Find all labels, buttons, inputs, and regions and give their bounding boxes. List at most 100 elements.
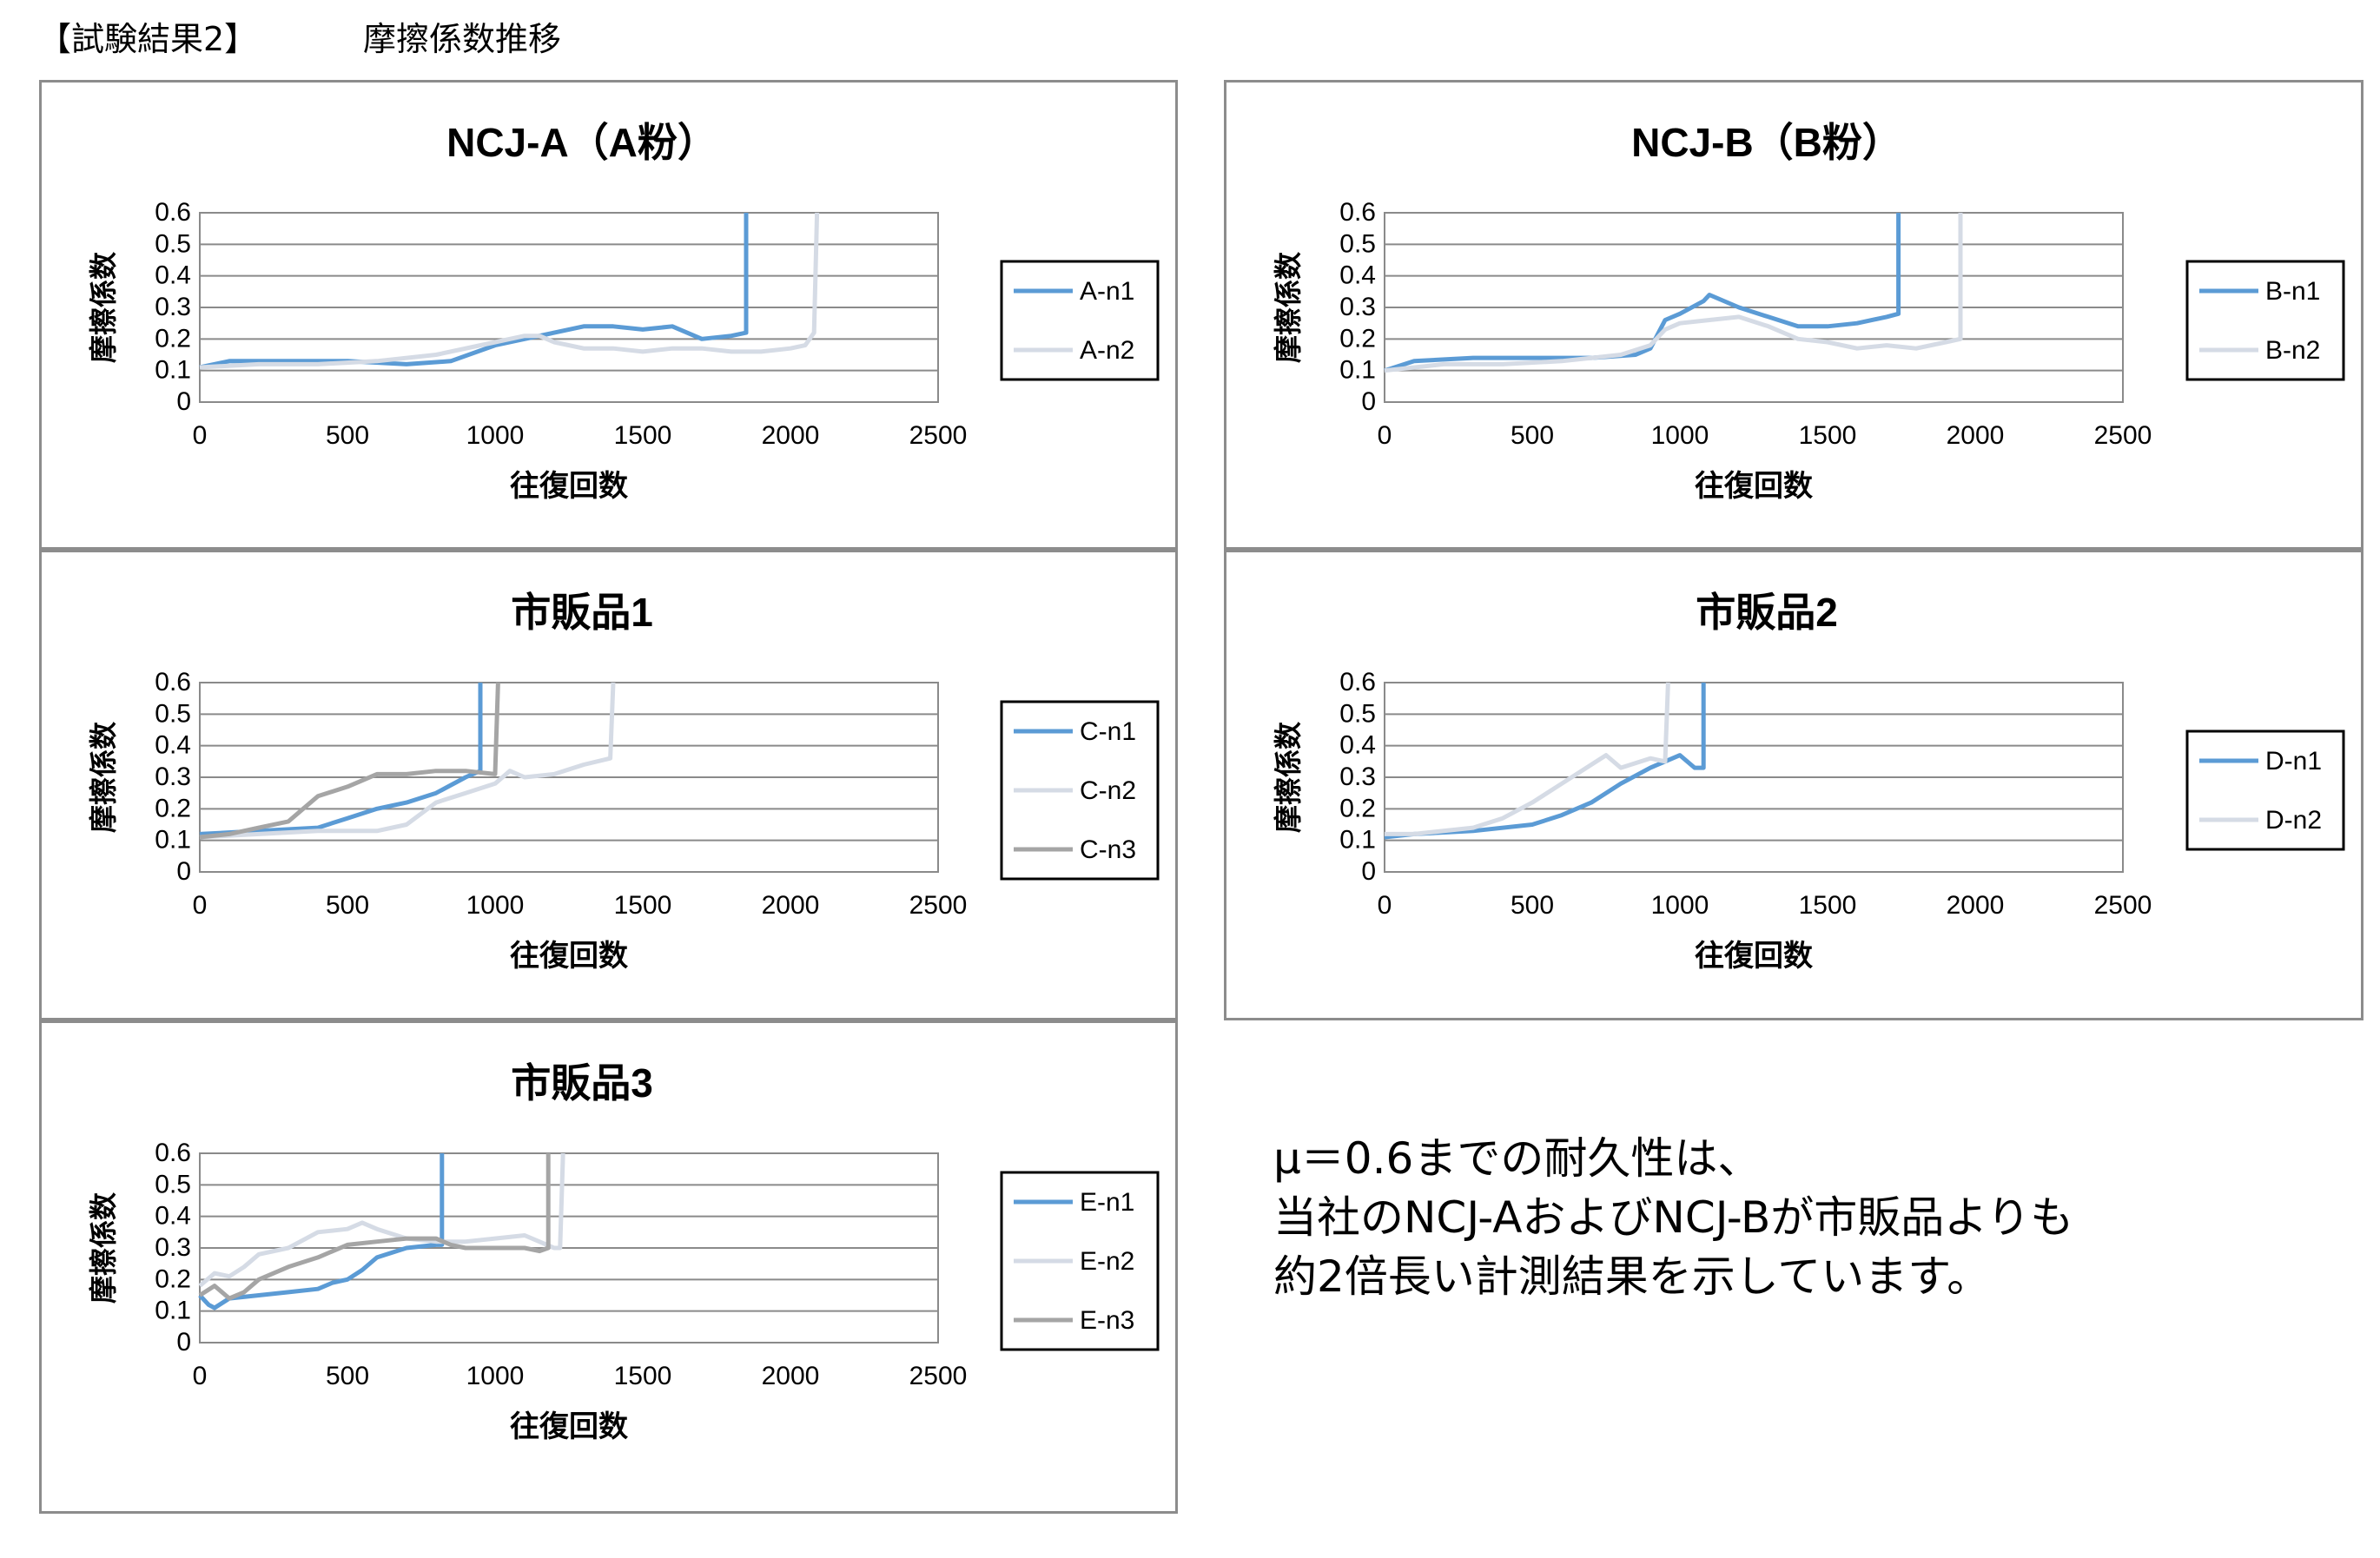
legend-box (2185, 260, 2345, 381)
result-label: 【試験結果2】 (38, 20, 258, 58)
x-axis-label: 往復回数 (510, 470, 628, 503)
y-tick-label: 0.5 (155, 1170, 191, 1198)
y-tick-label: 0.2 (155, 1264, 191, 1293)
summary-line-3: 約2倍長い計測結果を示しています。 (1273, 1251, 1991, 1302)
y-tick-label: 0.5 (155, 229, 191, 258)
y-tick-label: 0.2 (1339, 324, 1376, 353)
y-axis-label: 摩擦係数 (1273, 721, 1304, 833)
series-line-C-n1 (199, 683, 483, 836)
chart-commercial-3: 市販品3 0 0.1 0.20.30.4 0.5 0.6 0 500 1000 1500 2000 2… (88, 1060, 1160, 1443)
legend-label: E-n1 (1080, 1188, 1134, 1217)
y-tick-label: 0.1 (1339, 356, 1376, 385)
summary-line-2: 当社のNCJ-AおよびNCJ-Bが市販品よりも (1273, 1192, 2074, 1243)
plot-area (1384, 682, 2124, 873)
y-tick-label: 0.5 (155, 699, 191, 728)
y-tick-label: 0.3 (1339, 293, 1376, 321)
chart-title: 市販品1 (511, 590, 653, 635)
y-tick-label: 0.3 (155, 293, 191, 321)
y-axis-label: 摩擦係数 (88, 251, 119, 363)
y-tick-label: 0.2 (155, 324, 191, 353)
series-line-A-n1 (199, 213, 749, 370)
y-tick-label: 0 (176, 387, 191, 416)
y-tick-label: 0 (176, 1328, 191, 1357)
y-tick-label: 0.2 (155, 794, 191, 822)
series-line-C-n2 (199, 682, 616, 840)
x-tick-label: 1000 (466, 1362, 525, 1390)
x-tick-label: 500 (326, 891, 369, 920)
plot-area (1384, 212, 2124, 403)
x-tick-label: 2500 (2094, 421, 2152, 450)
legend-label: E-n3 (1080, 1306, 1134, 1335)
legend-label: B-n2 (2265, 336, 2320, 365)
y-tick-label: 0.6 (155, 668, 191, 696)
chart-panel-commercial-1: 市販品1 0 0.1 0.2 0.3 0.4 0.5 0.6 0 500 1000 1500 2000 2… (39, 550, 1178, 1020)
chart-ncj-b: NCJ-B（B粉）00.10.20.30.40.50.60 500 1000 1500… (1273, 120, 2345, 503)
y-tick-label: 0.6 (155, 1139, 191, 1167)
plot-area (199, 682, 939, 873)
series-line-C-n3 (199, 682, 500, 840)
chart-panel-commercial-2: 市販品2 0 0.1 0.2 0.3 0.4 0.5 0.6 0 500 1000 1500 2000 2… (1224, 550, 2363, 1020)
x-tick-label: 500 (326, 421, 369, 450)
chart-panel-commercial-3: 市販品3 0 0.1 0.2 0.3 0.4 0.5 0.6 0 500 1000 1500 2000 2… (39, 1020, 1178, 1514)
y-tick-label: 0.1 (155, 1297, 191, 1325)
chart-title: 市販品2 (1696, 590, 1838, 635)
x-tick-label: 2000 (762, 421, 820, 450)
legend: B-n1 B-n2 (2185, 260, 2345, 381)
y-tick-label: 0.6 (155, 198, 191, 227)
x-tick-label: 1500 (614, 891, 672, 920)
legend-label: C-n3 (1080, 835, 1136, 864)
chart-title: 市販品3 (511, 1060, 653, 1106)
x-axis-label: 往復回数 (1695, 470, 1813, 503)
y-tick-label: 0.4 (1339, 731, 1376, 760)
x-tick-label: 1500 (614, 421, 672, 450)
y-tick-label: 0.4 (1339, 261, 1376, 290)
legend-box (1000, 260, 1160, 381)
legend: D-n1 D-n2 (2185, 729, 2345, 851)
x-tick-label: 2000 (1947, 891, 2005, 920)
series-line-B-n2 (1384, 213, 1963, 373)
x-tick-label: 2500 (909, 1362, 968, 1390)
x-tick-label: 1000 (1651, 421, 1709, 450)
y-tick-label: 0.3 (1339, 762, 1376, 791)
page-title: 摩擦係数推移 (363, 20, 562, 58)
y-axis-label: 摩擦係数 (88, 721, 119, 833)
x-tick-label: 0 (1378, 891, 1392, 920)
legend-label: A-n1 (1080, 277, 1134, 306)
plot-area (199, 1152, 939, 1343)
y-tick-label: 0 (1361, 387, 1376, 416)
legend-label: A-n2 (1080, 336, 1134, 365)
x-tick-label: 0 (193, 891, 208, 920)
legend-label: D-n2 (2265, 806, 2322, 835)
x-tick-label: 1000 (466, 891, 525, 920)
series-line-D-n1 (1384, 683, 1706, 840)
chart-title: NCJ-A（A粉） (446, 120, 717, 165)
x-tick-label: 1500 (1799, 421, 1857, 450)
series-line-E-n3 (198, 1153, 551, 1301)
legend-label: E-n2 (1080, 1247, 1134, 1276)
y-axis-label: 摩擦係数 (88, 1192, 119, 1304)
summary-line-1: μ＝0.6までの耐久性は、 (1273, 1133, 1762, 1184)
y-tick-label: 0.5 (1339, 699, 1376, 728)
x-axis-label: 往復回数 (510, 1410, 628, 1443)
y-axis-label: 摩擦係数 (1273, 251, 1304, 363)
x-tick-label: 2000 (1947, 421, 2005, 450)
x-tick-label: 0 (193, 421, 208, 450)
x-tick-label: 1500 (1799, 891, 1857, 920)
series-line-B-n1 (1384, 213, 1901, 373)
chart-panel-ncj-b: NCJ-B（B粉） 0 0.1 0.2 0.3 0.4 0.5 0.6 0 500 1000 1500… (1224, 80, 2363, 550)
legend-label: B-n1 (2265, 277, 2320, 306)
x-tick-label: 1000 (466, 421, 525, 450)
y-tick-label: 0.3 (155, 762, 191, 791)
series-line-E-n2 (198, 1152, 565, 1288)
x-tick-label: 500 (1511, 891, 1554, 920)
legend: C-n1 C-n2 C-n3 (1000, 700, 1160, 881)
y-tick-label: 0.1 (1339, 826, 1376, 855)
y-tick-label: 0 (176, 857, 191, 886)
y-tick-label: 0.4 (155, 261, 191, 290)
series-line-E-n1 (198, 1153, 445, 1310)
summary-note: μ＝0.6までの耐久性は、 当社のNCJ-AおよびNCJ-Bが市販品よりも 約2… (1273, 1129, 2073, 1306)
y-tick-label: 0.1 (155, 356, 191, 385)
y-tick-label: 0.4 (155, 731, 191, 760)
